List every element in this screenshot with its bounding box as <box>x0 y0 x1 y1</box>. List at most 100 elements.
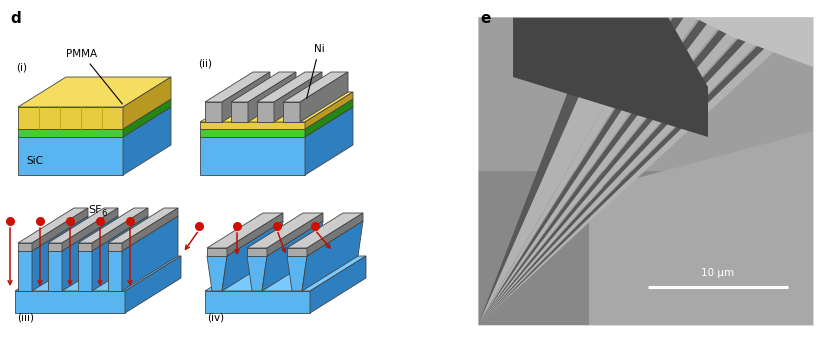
Polygon shape <box>62 208 118 251</box>
Polygon shape <box>122 216 178 291</box>
Polygon shape <box>78 208 148 243</box>
Polygon shape <box>305 99 353 137</box>
Polygon shape <box>78 251 92 291</box>
Polygon shape <box>478 17 712 325</box>
Polygon shape <box>200 122 305 129</box>
Polygon shape <box>62 216 118 291</box>
Polygon shape <box>108 243 122 251</box>
Polygon shape <box>478 17 797 325</box>
Polygon shape <box>247 213 323 248</box>
Polygon shape <box>200 99 353 129</box>
Text: Ni: Ni <box>307 44 324 98</box>
Polygon shape <box>78 216 148 251</box>
Polygon shape <box>108 251 122 291</box>
Polygon shape <box>32 216 88 291</box>
Polygon shape <box>310 256 366 313</box>
Text: 6: 6 <box>101 209 106 218</box>
Polygon shape <box>108 216 178 251</box>
Text: e: e <box>480 11 491 26</box>
Polygon shape <box>283 72 348 102</box>
Polygon shape <box>200 129 305 137</box>
Polygon shape <box>247 221 323 256</box>
Polygon shape <box>207 256 227 291</box>
Polygon shape <box>693 17 813 67</box>
Polygon shape <box>207 221 283 256</box>
Polygon shape <box>122 208 178 251</box>
Polygon shape <box>15 256 181 291</box>
Polygon shape <box>200 107 353 137</box>
Polygon shape <box>48 251 62 291</box>
Polygon shape <box>18 137 123 175</box>
Polygon shape <box>287 256 307 291</box>
Polygon shape <box>18 129 123 137</box>
Polygon shape <box>478 17 656 325</box>
Polygon shape <box>257 102 274 122</box>
Polygon shape <box>205 72 270 102</box>
Polygon shape <box>478 50 614 325</box>
Polygon shape <box>305 92 353 129</box>
Polygon shape <box>123 99 171 137</box>
Polygon shape <box>48 208 118 243</box>
Polygon shape <box>257 72 322 102</box>
Polygon shape <box>262 221 323 291</box>
Polygon shape <box>300 72 348 122</box>
Text: PMMA: PMMA <box>67 49 123 104</box>
Polygon shape <box>247 256 267 291</box>
Polygon shape <box>478 17 684 325</box>
Polygon shape <box>478 17 769 325</box>
Polygon shape <box>478 17 727 325</box>
Polygon shape <box>478 17 813 325</box>
Polygon shape <box>200 92 353 122</box>
Polygon shape <box>267 213 323 256</box>
Text: (iv): (iv) <box>207 313 224 323</box>
Polygon shape <box>48 243 62 251</box>
Polygon shape <box>478 17 813 325</box>
Polygon shape <box>478 17 627 325</box>
Text: SiC: SiC <box>26 156 43 166</box>
Polygon shape <box>92 216 148 291</box>
Polygon shape <box>478 17 671 325</box>
Polygon shape <box>18 208 88 243</box>
Polygon shape <box>274 72 322 122</box>
Polygon shape <box>248 72 296 122</box>
Polygon shape <box>207 213 283 248</box>
Polygon shape <box>15 291 125 313</box>
Polygon shape <box>478 17 783 325</box>
Polygon shape <box>283 102 300 122</box>
Polygon shape <box>305 107 353 175</box>
Polygon shape <box>92 208 148 251</box>
Text: (ii): (ii) <box>198 58 212 68</box>
Polygon shape <box>123 77 171 129</box>
Polygon shape <box>478 17 699 325</box>
Polygon shape <box>478 25 642 325</box>
Polygon shape <box>478 17 811 325</box>
Text: SF: SF <box>88 205 101 215</box>
Text: (iii): (iii) <box>17 313 34 323</box>
Polygon shape <box>18 251 32 291</box>
Polygon shape <box>205 291 310 313</box>
Polygon shape <box>48 216 118 251</box>
Polygon shape <box>307 213 363 256</box>
Polygon shape <box>200 137 305 175</box>
Polygon shape <box>78 243 92 251</box>
Polygon shape <box>247 248 267 256</box>
Polygon shape <box>125 256 181 313</box>
Polygon shape <box>231 72 296 102</box>
Polygon shape <box>18 243 32 251</box>
Polygon shape <box>478 17 741 325</box>
Text: 10 μm: 10 μm <box>701 268 735 278</box>
Polygon shape <box>287 213 363 248</box>
Polygon shape <box>231 102 248 122</box>
Polygon shape <box>478 17 813 171</box>
Text: d: d <box>10 11 21 26</box>
Polygon shape <box>207 248 227 256</box>
Text: (i): (i) <box>16 63 27 73</box>
Polygon shape <box>18 99 171 129</box>
Polygon shape <box>205 256 366 291</box>
Polygon shape <box>32 208 88 251</box>
Polygon shape <box>205 102 222 122</box>
Polygon shape <box>108 208 178 243</box>
Polygon shape <box>478 17 756 325</box>
Polygon shape <box>227 213 283 256</box>
Polygon shape <box>478 38 599 325</box>
